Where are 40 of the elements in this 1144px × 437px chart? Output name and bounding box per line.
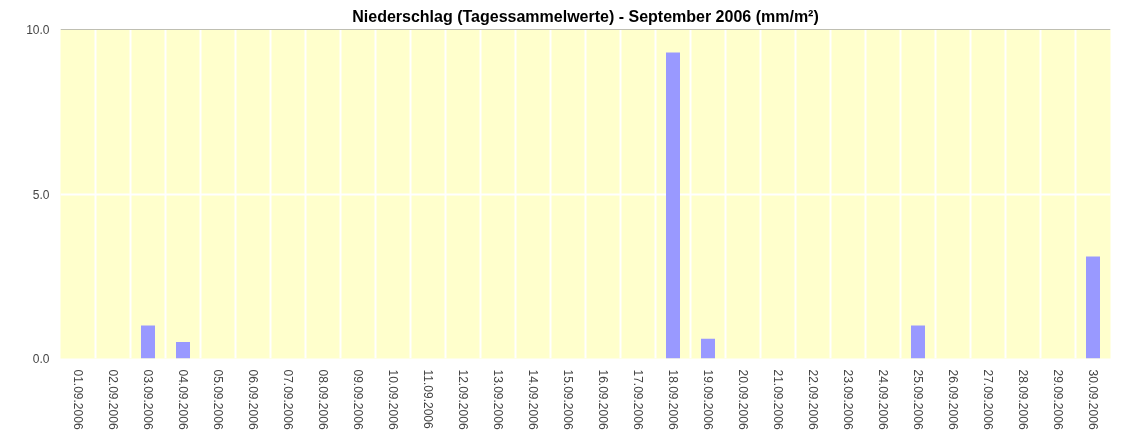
x-tick-label: 06.09.2006 (245, 369, 260, 430)
x-tick-label: 28.09.2006 (1015, 369, 1030, 430)
bar (1086, 256, 1100, 359)
x-tick-label: 29.09.2006 (1050, 369, 1065, 430)
bar (701, 338, 715, 359)
x-tick-label: 18.09.2006 (665, 369, 680, 430)
x-tick-label: 14.09.2006 (525, 369, 540, 430)
chart-title: Niederschlag (Tagessammelwerte) - September 2006 (mm/m²) (352, 7, 819, 25)
y-tick-label: 0.0 (32, 352, 50, 366)
x-tick-label: 13.09.2006 (490, 369, 505, 430)
x-tick-label: 24.09.2006 (875, 369, 890, 430)
x-tick-label: 16.09.2006 (595, 369, 610, 430)
x-tick-label: 21.09.2006 (770, 369, 785, 430)
x-tick-label: 26.09.2006 (945, 369, 960, 430)
bar (141, 325, 155, 359)
y-tick-label: 5.0 (32, 187, 50, 202)
x-tick-label: 07.09.2006 (280, 369, 295, 430)
x-tick-label: 08.09.2006 (315, 369, 330, 430)
x-tick-label: 19.09.2006 (700, 369, 715, 430)
x-tick-label: 30.09.2006 (1085, 369, 1100, 430)
x-tick-label: 05.09.2006 (210, 369, 225, 430)
x-tick-label: 04.09.2006 (175, 369, 190, 430)
x-tick-label: 11.09.2006 (420, 369, 435, 429)
bar (176, 342, 190, 359)
x-tick-label: 23.09.2006 (840, 369, 855, 430)
y-tick-label: 10.0 (26, 23, 50, 37)
bar (911, 325, 925, 359)
x-tick-label: 15.09.2006 (560, 369, 575, 430)
x-tick-label: 27.09.2006 (980, 369, 995, 430)
x-tick-label: 25.09.2006 (910, 369, 925, 430)
bar (666, 52, 680, 359)
x-tick-label: 12.09.2006 (455, 369, 470, 430)
x-tick-label: 10.09.2006 (385, 369, 400, 430)
x-tick-label: 03.09.2006 (140, 369, 155, 430)
x-tick-label: 01.09.2006 (70, 369, 85, 430)
x-tick-label: 09.09.2006 (350, 369, 365, 430)
x-tick-label: 17.09.2006 (630, 369, 645, 430)
x-tick-label: 20.09.2006 (735, 369, 750, 430)
x-tick-label: 22.09.2006 (805, 369, 820, 430)
x-tick-label: 02.09.2006 (105, 369, 120, 430)
